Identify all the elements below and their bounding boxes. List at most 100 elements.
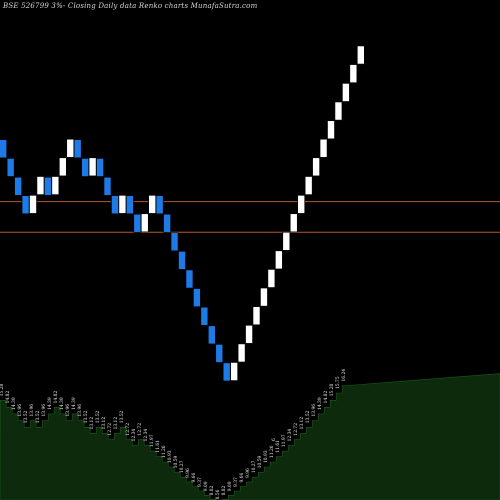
volume-label: 9.96 bbox=[246, 468, 251, 478]
renko-bricks-layer bbox=[0, 45, 365, 382]
volume-label: 14.39 bbox=[318, 397, 323, 410]
renko-brick-up bbox=[245, 325, 253, 344]
volume-label: 15.75 bbox=[336, 376, 341, 389]
renko-brick-up bbox=[312, 157, 320, 177]
renko-brick-down bbox=[170, 232, 179, 252]
volume-label: 11.61 bbox=[156, 440, 161, 453]
volume-label: 13.12 bbox=[300, 417, 305, 430]
volume-label: 13.12 bbox=[114, 417, 119, 430]
renko-brick-down bbox=[81, 158, 89, 177]
renko-brick-down bbox=[215, 344, 224, 363]
renko-brick-up bbox=[118, 195, 127, 214]
volume-label: 13.96 bbox=[312, 404, 317, 417]
volume-label: 10.93 bbox=[264, 450, 269, 463]
renko-brick-down bbox=[103, 176, 112, 196]
volume-label: 11.97 bbox=[282, 434, 287, 447]
renko-brick-down bbox=[178, 251, 186, 270]
volume-label: 12.34 bbox=[132, 429, 137, 442]
renko-brick-up bbox=[148, 195, 156, 214]
volume-label: 13.52 bbox=[24, 410, 29, 423]
renko-brick-down bbox=[193, 288, 201, 307]
renko-brick-down bbox=[44, 176, 52, 196]
volume-label: 10.27 bbox=[180, 460, 185, 473]
renko-brick-up bbox=[260, 287, 268, 307]
volume-label: 8.56 bbox=[216, 489, 221, 499]
renko-brick-up bbox=[282, 231, 291, 251]
renko-brick-up bbox=[252, 306, 261, 326]
volume-label: 8.82 bbox=[222, 485, 227, 495]
volume-label: 13.96 bbox=[66, 404, 71, 417]
renko-brick-up bbox=[58, 157, 67, 177]
volume-label: 9.37 bbox=[234, 477, 239, 487]
volume-label: 12.34 bbox=[144, 429, 149, 442]
reference-lines-layer bbox=[0, 201, 500, 233]
volume-label: 13.52 bbox=[96, 410, 101, 423]
renko-brick-down bbox=[208, 325, 216, 345]
renko-brick-up bbox=[51, 176, 60, 195]
volume-label: 15.28 bbox=[330, 383, 335, 396]
renko-brick-down bbox=[133, 213, 142, 233]
volume-label: 9.66 bbox=[192, 473, 197, 483]
renko-brick-up bbox=[88, 157, 97, 177]
chart-title: BSE 526799 3%- Closing Daily data Renko … bbox=[3, 2, 258, 10]
volume-label: 13.96 bbox=[18, 404, 23, 417]
renko-brick-up bbox=[349, 64, 358, 83]
renko-brick-up bbox=[275, 250, 283, 270]
renko-brick-up bbox=[327, 120, 335, 140]
volume-label: 13.96 bbox=[30, 404, 35, 417]
volume-label: 11.97 bbox=[150, 434, 155, 447]
renko-brick-up bbox=[66, 138, 75, 158]
volume-label: 11.26 bbox=[162, 445, 167, 458]
renko-brick-up bbox=[334, 101, 343, 121]
renko-brick-down bbox=[126, 195, 134, 215]
volume-label: 14.82 bbox=[324, 391, 329, 404]
volume-label: 12.72 bbox=[138, 423, 143, 436]
volume-label: 10.27 bbox=[252, 460, 257, 473]
renko-brick-up bbox=[230, 362, 238, 381]
renko-brick-down bbox=[96, 158, 104, 177]
renko-brick-down bbox=[111, 195, 119, 215]
volume-label: 9.09 bbox=[204, 481, 209, 491]
volume-label: 13.52 bbox=[120, 410, 125, 423]
volume-label: 16.24 bbox=[342, 369, 347, 382]
renko-brick-up bbox=[342, 83, 350, 102]
renko-brick-up bbox=[267, 269, 276, 288]
renko-brick-down bbox=[222, 362, 231, 382]
volume-label: 12.72 bbox=[294, 423, 299, 436]
renko-brick-down bbox=[14, 176, 22, 196]
volume-label: 13.96 bbox=[42, 404, 47, 417]
volume-label: 14.82 bbox=[6, 391, 11, 404]
volume-label: 10.93 bbox=[168, 450, 173, 463]
volume-label: 14.82 bbox=[54, 391, 59, 404]
volume-area-layer bbox=[0, 373, 500, 500]
volume-labels-layer: 15.2814.8214.3913.9613.5213.9613.5213.96… bbox=[0, 369, 347, 500]
renko-brick-down bbox=[163, 213, 171, 233]
volume-label: 9.66 bbox=[240, 473, 245, 483]
renko-brick-up bbox=[297, 195, 306, 214]
renko-brick-down bbox=[0, 139, 8, 159]
renko-brick-down bbox=[200, 306, 209, 326]
renko-brick-down bbox=[73, 139, 82, 159]
renko-brick-up bbox=[237, 343, 246, 363]
renko-brick-up bbox=[289, 213, 298, 233]
volume-label: 9.37 bbox=[198, 477, 203, 487]
volume-label: 13.52 bbox=[36, 410, 41, 423]
volume-label: 9.09 bbox=[228, 481, 233, 491]
volume-label: 12.72 bbox=[108, 423, 113, 436]
volume-label: 13.12 bbox=[102, 417, 107, 430]
volume-label: 14.39 bbox=[12, 397, 17, 410]
volume-label: 11.26 bbox=[270, 445, 275, 458]
extra-mark-label: 6 bbox=[272, 438, 277, 441]
volume-label: 15.28 bbox=[0, 383, 5, 396]
volume-area bbox=[0, 373, 500, 500]
renko-brick-up bbox=[356, 45, 365, 65]
renko-brick-up bbox=[304, 176, 313, 195]
volume-label: 10.59 bbox=[258, 455, 263, 468]
volume-label: 13.12 bbox=[90, 417, 95, 430]
volume-label: 12.34 bbox=[288, 429, 293, 442]
renko-brick-down bbox=[21, 195, 30, 215]
renko-brick-up bbox=[140, 213, 149, 233]
volume-label: 8.82 bbox=[210, 485, 215, 495]
